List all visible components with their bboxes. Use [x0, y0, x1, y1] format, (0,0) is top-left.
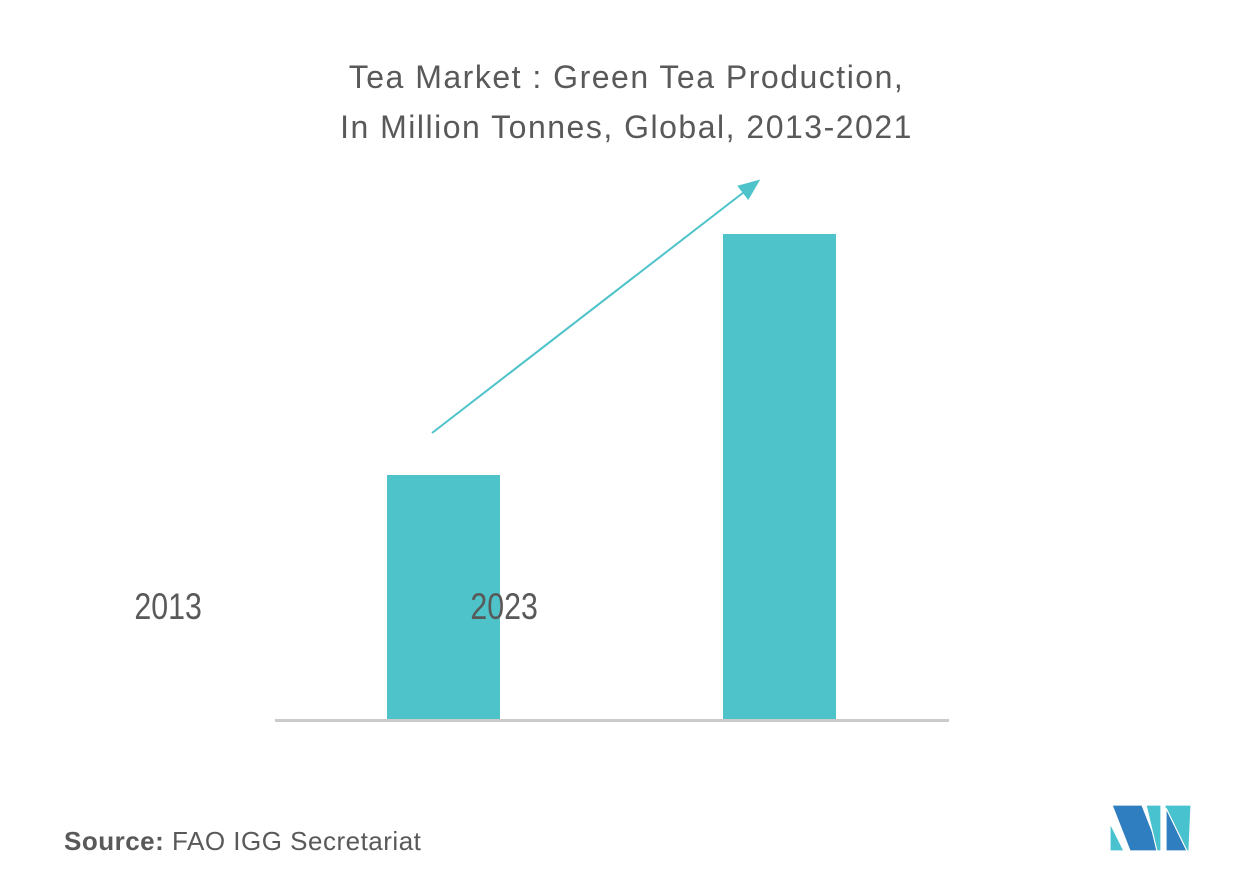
logo-blue-diagonal-band [1111, 805, 1161, 851]
source-text: FAO IGG Secretariat [164, 826, 422, 856]
x-tick-2013: 2013 [134, 586, 203, 627]
logo-teal-middle-bar [1145, 805, 1162, 851]
bar-chart [275, 160, 949, 722]
bar-2013 [387, 475, 500, 720]
source-label: Source: [64, 826, 165, 856]
logo-blue-right-triangle [1165, 807, 1188, 851]
x-axis-line [275, 719, 949, 722]
source-attribution: Source: FAO IGG Secretariat [64, 826, 421, 857]
chart-title-line-2: In Million Tonnes, Global, 2013-2021 [340, 109, 913, 145]
mordor-intelligence-logo [1110, 805, 1192, 851]
x-tick-2023: 2023 [470, 586, 539, 627]
chart-title-line-1: Tea Market : Green Tea Production, [348, 59, 905, 95]
logo-teal-lower-left-triangle [1110, 822, 1125, 851]
trend-arrow [431, 179, 761, 434]
bar-2023 [723, 234, 836, 720]
chart-title: Tea Market : Green Tea Production, In Mi… [0, 52, 1253, 152]
